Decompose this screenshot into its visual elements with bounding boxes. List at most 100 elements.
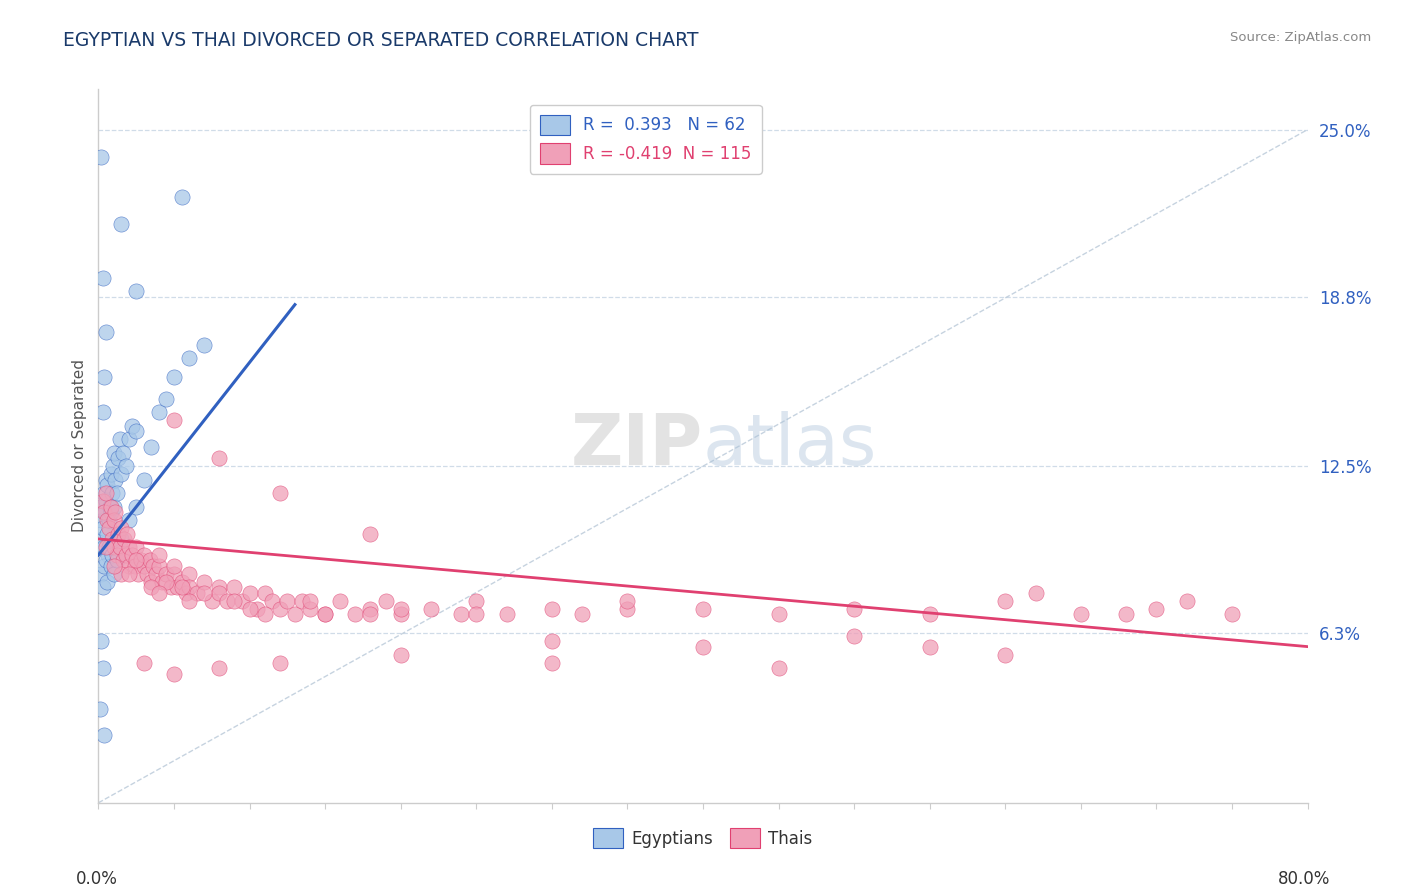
Point (110, 532, 132, 546)
Point (291, 594, 314, 608)
Point (540, 634, 562, 648)
Point (121, 418, 143, 433)
Point (93, 370, 115, 384)
Point (104, 473, 127, 487)
Point (100, 500, 122, 514)
Point (94, 325, 117, 339)
Point (465, 594, 488, 608)
Point (269, 602, 291, 616)
Point (616, 594, 638, 608)
Point (110, 521, 132, 535)
Point (145, 566, 167, 581)
Point (540, 656, 562, 670)
Point (98, 513, 121, 527)
Point (108, 540, 131, 554)
Point (1024, 586, 1046, 600)
Point (269, 656, 291, 670)
Point (100, 558, 122, 573)
Point (98, 540, 121, 554)
Point (104, 505, 127, 519)
Point (201, 594, 224, 608)
Point (360, 602, 382, 616)
Point (103, 500, 125, 514)
Point (103, 446, 125, 460)
Point (98, 521, 121, 535)
Point (125, 284, 148, 298)
Legend: Egyptians, Thais: Egyptians, Thais (586, 822, 820, 855)
Point (93, 558, 115, 573)
Point (93, 505, 115, 519)
Point (284, 607, 307, 622)
Point (329, 594, 352, 608)
Point (91, 270, 114, 285)
Point (224, 580, 246, 594)
Point (141, 574, 163, 589)
Point (103, 540, 125, 554)
Point (170, 580, 193, 594)
Point (465, 607, 488, 622)
Point (166, 580, 188, 594)
Point (208, 661, 231, 675)
Point (163, 370, 186, 384)
Point (360, 607, 382, 622)
Point (103, 566, 125, 581)
Y-axis label: Divorced or Separated: Divorced or Separated (72, 359, 87, 533)
Point (155, 392, 177, 406)
Point (170, 190, 193, 204)
Point (692, 602, 714, 616)
Point (844, 629, 866, 643)
Point (208, 586, 231, 600)
Point (96, 526, 118, 541)
Point (540, 602, 562, 616)
Point (193, 338, 215, 352)
Point (118, 432, 141, 446)
Point (314, 607, 336, 622)
Point (239, 602, 262, 616)
Point (103, 558, 125, 573)
Point (215, 594, 238, 608)
Point (101, 532, 124, 546)
Point (269, 486, 291, 500)
Point (1070, 607, 1092, 622)
Point (155, 574, 177, 589)
Point (94, 494, 117, 508)
Point (139, 553, 162, 567)
Point (616, 602, 638, 616)
Point (101, 486, 124, 500)
Point (107, 451, 129, 466)
Text: 0.0%: 0.0% (76, 870, 118, 888)
Point (160, 580, 183, 594)
Text: ZIP: ZIP (571, 411, 703, 481)
Point (93, 540, 115, 554)
Point (118, 566, 141, 581)
Point (90, 500, 112, 514)
Point (193, 574, 215, 589)
Point (389, 602, 412, 616)
Point (90, 513, 112, 527)
Point (132, 656, 155, 670)
Point (571, 607, 593, 622)
Point (110, 467, 132, 482)
Point (450, 607, 472, 622)
Point (94, 505, 117, 519)
Point (111, 553, 134, 567)
Point (96, 574, 118, 589)
Point (495, 607, 517, 622)
Point (163, 566, 186, 581)
Point (768, 661, 790, 675)
Point (98, 500, 121, 514)
Point (112, 532, 135, 546)
Point (93, 729, 115, 743)
Point (231, 594, 253, 608)
Point (148, 586, 170, 600)
Point (118, 558, 141, 573)
Point (125, 553, 148, 567)
Point (179, 594, 201, 608)
Point (374, 594, 396, 608)
Point (239, 586, 262, 600)
Point (141, 580, 163, 594)
Point (344, 607, 367, 622)
Point (208, 580, 231, 594)
Point (179, 580, 201, 594)
Point (918, 640, 941, 654)
